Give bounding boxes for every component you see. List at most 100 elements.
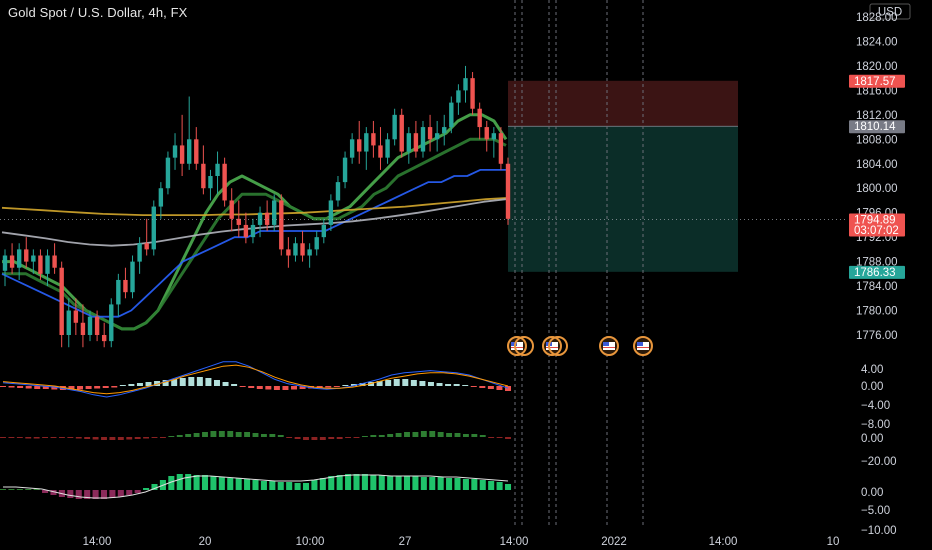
hist-bar: [437, 432, 444, 437]
time-tick: 20: [199, 536, 212, 548]
economic-events[interactable]: [507, 336, 653, 356]
candle-body: [130, 261, 135, 293]
osc-bar: [84, 490, 91, 499]
candle-body: [470, 78, 475, 109]
hist-bar: [188, 377, 195, 386]
hist-bar: [496, 437, 503, 438]
candle-body: [463, 78, 468, 91]
hist-bar: [294, 437, 301, 439]
us-event-flag-icon[interactable]: [507, 336, 527, 356]
price-tick: 1816.00: [856, 85, 898, 97]
flag-canton: [637, 342, 643, 346]
take-profit-zone: [508, 126, 738, 272]
candle-body: [137, 243, 142, 262]
indicator-tick: 0.00: [861, 381, 883, 393]
time-tick: 14:00: [500, 536, 529, 548]
currency-badge[interactable]: [869, 3, 911, 20]
time-tick: 14:00: [709, 536, 738, 548]
candle-body: [24, 249, 29, 262]
hist-bar: [325, 386, 332, 388]
hist-bar: [185, 434, 192, 437]
hist-bar: [286, 437, 293, 438]
candle-body: [491, 133, 497, 140]
osc-bar: [244, 479, 251, 490]
hist-bar: [488, 437, 495, 438]
hist-bar: [370, 435, 377, 437]
price-tag-label: 1786.33: [854, 267, 896, 279]
osc-bar: [67, 490, 74, 498]
symbol-title[interactable]: Gold Spot / U.S. Dollar, 4h, FX: [8, 5, 188, 20]
hist-bar: [8, 437, 15, 438]
signal-line: [2, 364, 509, 395]
candle-body: [172, 145, 178, 158]
osc-bar: [100, 490, 108, 499]
hist-bar: [58, 437, 65, 438]
hist-bar: [145, 382, 152, 386]
osc-bar: [201, 475, 209, 490]
hist-bar: [462, 434, 469, 437]
hist-bar: [273, 386, 280, 390]
osc-signal-line: [3, 474, 509, 499]
candle-body: [94, 316, 100, 335]
hist-bar: [277, 435, 284, 437]
candle-body: [328, 200, 334, 225]
hist-bar: [393, 379, 400, 386]
hist-bar: [291, 386, 298, 390]
hist-bar: [196, 377, 203, 386]
osc-bar: [252, 480, 259, 490]
hist-bar: [218, 431, 225, 437]
time-tick: 27: [399, 536, 412, 548]
hist-bar: [67, 437, 74, 438]
hist-bar: [16, 437, 23, 438]
hist-bar: [496, 386, 503, 390]
hist-bar: [202, 432, 208, 437]
hist-bar: [101, 437, 107, 440]
candle-body: [109, 304, 114, 342]
candle-body: [342, 157, 348, 183]
candle-body: [222, 163, 227, 201]
event-ring-stacked: [548, 336, 568, 356]
osc-bar: [504, 484, 512, 490]
hist-bar: [252, 433, 259, 437]
hist-bar: [34, 386, 41, 389]
hist-bar: [235, 432, 242, 437]
hist-bar: [333, 386, 340, 387]
osc-bar: [328, 476, 335, 490]
price-tag[interactable]: 1810.14: [849, 120, 905, 134]
osc-bar: [235, 478, 242, 490]
osc-bar: [176, 474, 183, 490]
us-event-flag-icon[interactable]: [633, 336, 653, 356]
hist-bar: [420, 431, 427, 437]
hist-bar: [445, 384, 452, 386]
time-axis[interactable]: 14:00 20 10:00 27 14:00 2022 14:00 10: [83, 536, 840, 548]
osc-bar: [0, 489, 7, 490]
price-tick: 1828.00: [856, 12, 898, 24]
candle-body: [321, 224, 326, 238]
price-tag[interactable]: 1817.57: [849, 74, 905, 88]
us-event-flag-icon[interactable]: [599, 336, 619, 356]
osc-bar: [168, 476, 175, 490]
indicator-histogram: [0, 431, 511, 440]
price-tick: 1812.00: [856, 110, 898, 122]
hist-bar: [205, 378, 212, 386]
hist-bar: [210, 431, 217, 437]
osc-bar: [311, 480, 318, 490]
osc-bar: [50, 490, 57, 495]
price-axis[interactable]: USD 1828.001824.001820.001816.001812.001…: [849, 3, 911, 342]
hist-bar: [134, 437, 141, 439]
price-tick: 1808.00: [856, 134, 898, 146]
hist-bar: [479, 435, 486, 437]
hist-bar: [265, 386, 272, 390]
hist-bar: [92, 437, 99, 440]
candles: [2, 65, 511, 348]
price-tick: 1780.00: [856, 306, 898, 318]
hist-bar: [462, 385, 469, 386]
hist-bar: [17, 386, 24, 388]
osc-bar: [378, 475, 385, 490]
osc-bar: [8, 489, 15, 490]
flag-canton: [511, 342, 517, 346]
time-tick: 2022: [601, 536, 627, 548]
price-tag[interactable]: 1786.33: [849, 265, 905, 279]
